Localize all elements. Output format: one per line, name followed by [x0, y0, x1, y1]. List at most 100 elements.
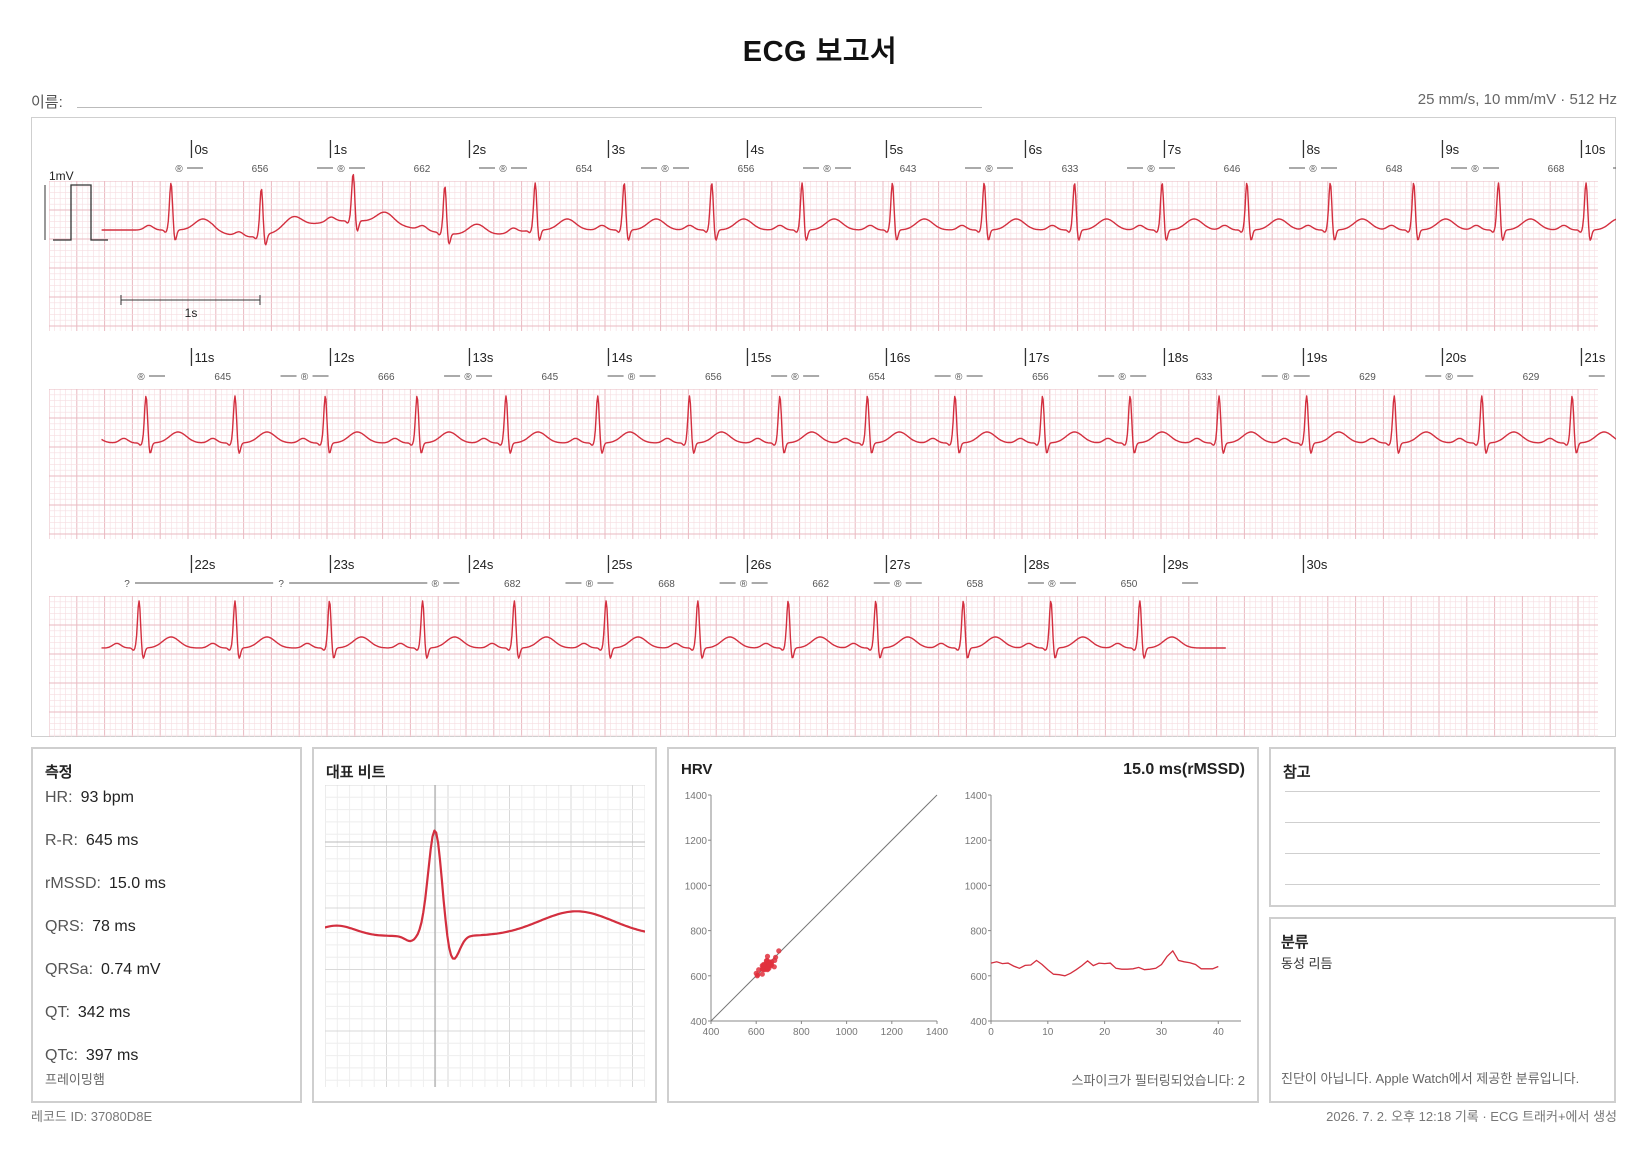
rr-interval-label: 666 — [378, 372, 395, 383]
poincare-y-tick-label: 1000 — [685, 881, 708, 892]
beat-marker: ® — [1118, 372, 1126, 383]
beat-marker: ? — [124, 579, 130, 590]
rr-interval-label: 654 — [869, 372, 886, 383]
beat-marker: ® — [823, 164, 831, 175]
representative-beat-trace — [325, 829, 645, 960]
beat-marker: ® — [1048, 579, 1056, 590]
rr-interval-label: 656 — [738, 164, 755, 175]
measurements-panel: 측정 HR: 93 bpm R-R: 645 ms rMSSD: 15.0 ms QR… — [31, 747, 302, 1103]
measurement-label: QRS: — [45, 918, 85, 935]
measurement-label: QT: — [45, 1004, 70, 1021]
classification-value: 동성 리듬 — [1281, 956, 1333, 971]
beat-marker: ® — [499, 164, 507, 175]
rr-interval-label: 662 — [812, 579, 829, 590]
time-label: 24s — [472, 557, 493, 572]
beat-marker: ® — [791, 372, 799, 383]
scale-label: 1s — [185, 306, 198, 320]
qtc-method: 프레이밍햄 — [45, 1072, 105, 1087]
ecg-trace — [101, 173, 1616, 246]
ecg-strip-frame — [31, 117, 1616, 737]
measurement-value: 645 ms — [85, 832, 139, 849]
time-label: 10s — [1584, 142, 1605, 157]
name-field-line — [77, 107, 982, 108]
time-label: 6s — [1028, 142, 1042, 157]
poincare-y-tick-label: 400 — [690, 1017, 707, 1028]
beat-marker: ® — [985, 164, 993, 175]
poincare-point — [771, 964, 777, 970]
poincare-y-tick-label: 1200 — [685, 836, 708, 847]
notes-title: 참고 — [1283, 764, 1311, 781]
poincare-point — [776, 948, 782, 954]
rr-interval-label: 656 — [252, 164, 269, 175]
rr-interval-label: 656 — [705, 372, 722, 383]
rr-interval-label: 633 — [1196, 372, 1213, 383]
tachogram-y-tick-label: 1400 — [965, 791, 988, 802]
time-label: 17s — [1028, 350, 1049, 365]
generated-info: 2026. 7. 2. 오후 12:18 기록 · ECG 트래커+에서 생성 — [1326, 1109, 1617, 1124]
beat-marker: ? — [278, 579, 284, 590]
measurement-label: QTc: — [45, 1047, 78, 1064]
hrv-title: HRV — [681, 761, 713, 778]
poincare-point — [760, 963, 766, 970]
beat-marker: ® — [137, 372, 145, 383]
poincare-y-tick-label: 800 — [690, 927, 707, 938]
measurement-qt: QT: 342 ms — [45, 1004, 130, 1022]
beat-marker: ® — [301, 372, 309, 383]
rr-interval-label: 682 — [504, 579, 521, 590]
beat-marker: ® — [1471, 164, 1479, 175]
measurement-qrsa: QRSa: 0.74 mV — [45, 961, 161, 979]
time-label: 30s — [1306, 557, 1327, 572]
poincare-x-tick-label: 1400 — [926, 1027, 949, 1038]
classification-panel: 분류 동성 리듬 진단이 아닙니다. Apple Watch에서 제공한 분류입… — [1269, 917, 1616, 1103]
poincare-y-tick-label: 1400 — [685, 791, 708, 802]
time-label: 4s — [750, 142, 764, 157]
measurement-label: rMSSD: — [45, 875, 101, 892]
name-label: 이름: — [31, 94, 63, 111]
ecg-grid — [49, 389, 1598, 539]
beat-marker: ® — [740, 579, 748, 590]
tachogram-x-tick-label: 20 — [1099, 1027, 1111, 1038]
notes-line — [1285, 822, 1600, 823]
measurement-value: 93 bpm — [80, 789, 134, 806]
beat-marker: ® — [1147, 164, 1155, 175]
notes-line — [1285, 884, 1600, 885]
rr-interval-label: 648 — [1386, 164, 1403, 175]
time-label: 22s — [194, 557, 215, 572]
calibration-label: 1mV — [49, 169, 74, 183]
time-label: 9s — [1445, 142, 1459, 157]
beat-marker: ® — [661, 164, 669, 175]
poincare-point — [764, 953, 771, 959]
hrv-panel: HRV 15.0 ms(rMSSD) HRV400400600600800800… — [667, 747, 1259, 1103]
time-label: 3s — [611, 142, 625, 157]
poincare-x-tick-label: 1200 — [881, 1027, 904, 1038]
rr-interval-label: 668 — [1548, 164, 1565, 175]
beat-marker: ® — [955, 372, 963, 383]
tachogram-line — [990, 949, 1219, 977]
beat-marker: ® — [432, 579, 440, 590]
tachogram-y-tick-label: 1200 — [965, 836, 988, 847]
measurement-value: 0.74 mV — [101, 961, 161, 978]
measurement-label: R-R: — [45, 832, 78, 849]
measurement-qrs: QRS: 78 ms — [45, 918, 136, 936]
time-label: 28s — [1028, 557, 1049, 572]
tachogram-x-tick-label: 40 — [1213, 1027, 1225, 1038]
time-label: 11s — [194, 350, 214, 365]
beat-marker: ® — [1282, 372, 1290, 383]
spike-filter-note: 스파이크가 필터링되었습니다: 2 — [1071, 1073, 1245, 1088]
measurement-value: 342 ms — [77, 1004, 131, 1021]
measurement-value: 397 ms — [85, 1047, 139, 1064]
rr-interval-label: 658 — [967, 579, 984, 590]
beat-marker: ® — [894, 579, 902, 590]
ecg-trace — [101, 395, 1616, 454]
poincare-x-tick-label: 800 — [793, 1027, 810, 1038]
tachogram-ylabel: R-R — [971, 789, 993, 792]
representative-beat-chart — [325, 785, 645, 1087]
poincare-y-tick-label: 600 — [690, 972, 707, 983]
hrv-charts: HRV4004006006008008001000100012001200140… — [685, 789, 1241, 1038]
poincare-ylabel: HRV — [689, 789, 714, 792]
tachogram-y-tick-label: 400 — [970, 1017, 987, 1028]
time-label: 27s — [889, 557, 910, 572]
measurement-rr: R-R: 645 ms — [45, 832, 138, 850]
measurements-title: 측정 — [45, 764, 73, 781]
notes-line — [1285, 853, 1600, 854]
